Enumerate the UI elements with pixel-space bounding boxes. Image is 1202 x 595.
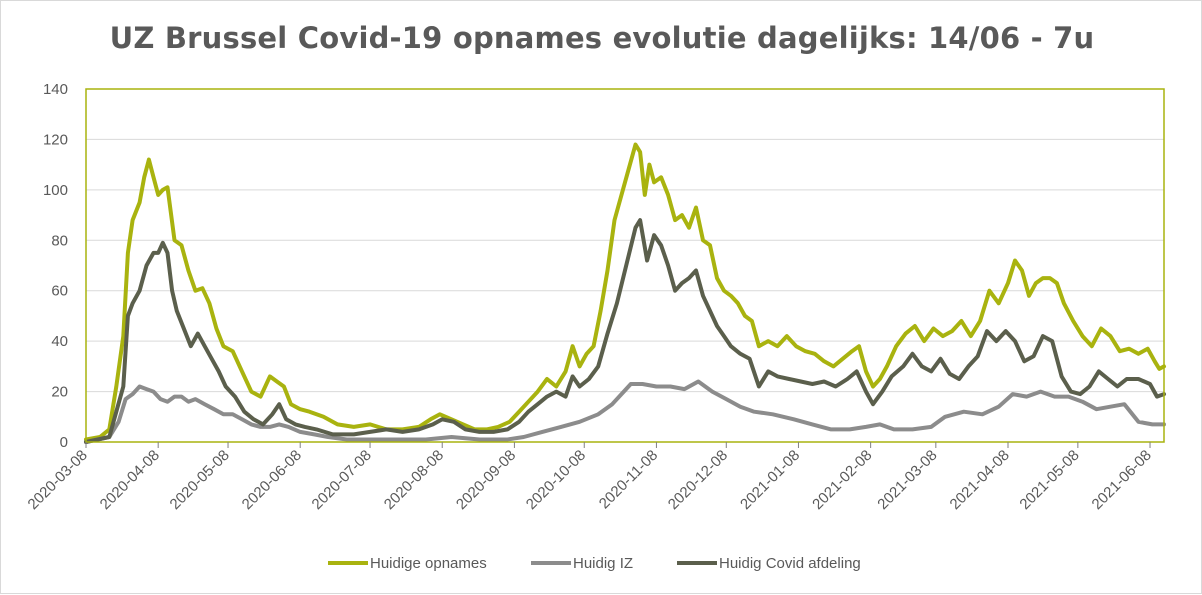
x-tick-label: 2020-03-08 <box>25 447 91 513</box>
x-tick-label: 2020-06-08 <box>239 447 305 513</box>
y-tick-label: 60 <box>51 283 68 300</box>
legend-label-1: Huidig IZ <box>573 555 633 572</box>
legend: Huidige opnames Huidig IZ Huidig Covid afd… <box>328 555 861 572</box>
legend-label-0: Huidige opnames <box>370 555 487 572</box>
y-tick-label: 100 <box>43 182 68 199</box>
y-tick-label: 20 <box>51 384 68 401</box>
x-tick-label: 2021-04-08 <box>947 447 1013 513</box>
x-tick-label: 2021-01-08 <box>737 447 803 513</box>
y-tick-label: 140 <box>43 81 68 98</box>
x-tick-label: 2021-02-08 <box>809 447 875 513</box>
chart-title: UZ Brussel Covid-19 opnames evolutie dag… <box>109 21 1095 55</box>
x-tick-label: 2020-12-08 <box>665 447 731 513</box>
plot-area-border <box>85 88 1165 443</box>
y-tick-label: 120 <box>43 131 68 148</box>
gridlines <box>86 138 1164 393</box>
y-tick-label: 0 <box>60 434 68 451</box>
x-tick-label: 2020-07-08 <box>309 447 375 513</box>
x-tick-label: 2020-09-08 <box>453 447 519 513</box>
x-tick-label: 2020-05-08 <box>167 447 233 513</box>
x-tick-label: 2020-08-08 <box>381 447 447 513</box>
series-line-2 <box>84 218 1166 444</box>
legend-label-2: Huidig Covid afdeling <box>719 555 861 572</box>
series-line-1 <box>84 379 1166 444</box>
y-tick-label: 40 <box>51 333 68 350</box>
x-tick-label: 2021-06-08 <box>1089 447 1155 513</box>
x-tick-label: 2021-05-08 <box>1016 447 1082 513</box>
series-line-0 <box>84 142 1166 442</box>
x-tick-label: 2021-03-08 <box>874 447 940 513</box>
series-lines <box>84 142 1166 444</box>
x-tick-label: 2020-04-08 <box>97 447 163 513</box>
y-tick-label: 80 <box>51 232 68 249</box>
x-tick-label: 2020-10-08 <box>523 447 589 513</box>
x-tick-label: 2020-11-08 <box>596 447 661 512</box>
